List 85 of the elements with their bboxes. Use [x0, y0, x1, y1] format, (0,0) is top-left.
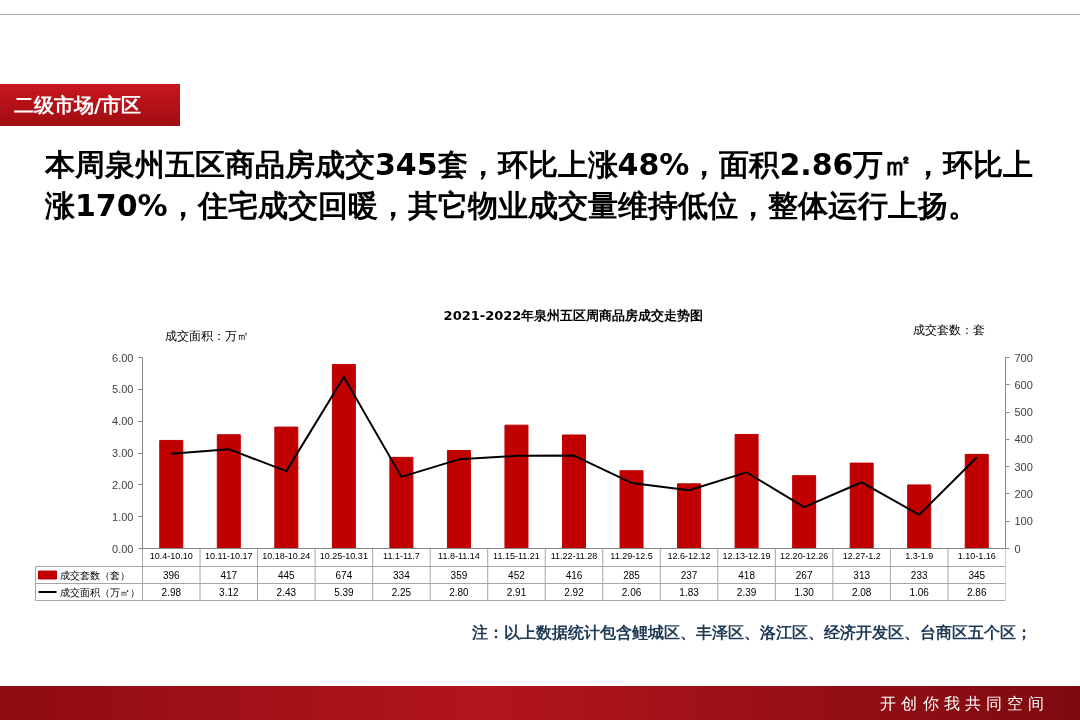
x-tick-label: 12.13-12.19	[722, 550, 771, 561]
data-label: 359	[450, 570, 468, 581]
data-label: 2.92	[564, 587, 585, 598]
data-label: 233	[910, 570, 928, 581]
bar	[389, 456, 414, 549]
y-tick-label: 1.00	[112, 510, 134, 523]
text: 本周泉州五区商品房成交345套，环比上涨48%，面积2.86万㎡，环比上涨170%，住宅成交回暖，其它物业成交量维持低位，整体运行上扬。	[45, 146, 1035, 225]
x-tick-label: 11.29-12.5	[610, 550, 653, 561]
x-tick-label: 10.4-10.10	[149, 550, 193, 561]
data-label: 2.86	[967, 587, 987, 598]
line-series	[170, 375, 978, 516]
data-label: 267	[795, 570, 813, 581]
legend-label: 成交套数（套）	[59, 569, 130, 581]
data-label: 416	[565, 570, 583, 581]
y2-tick-label: 600	[1014, 378, 1033, 391]
x-tick-label: 1.3-1.9	[905, 550, 934, 561]
data-label: 2.80	[449, 587, 470, 598]
y2-tick-label: 400	[1014, 433, 1033, 446]
y-tick-label: 0.00	[112, 542, 134, 555]
bar	[561, 434, 587, 549]
data-label: 313	[853, 570, 871, 581]
bar	[734, 433, 759, 549]
data-label: 2.08	[851, 587, 872, 598]
x-tick-label: 11.1-11.7	[383, 550, 420, 561]
text: 开 创 你 我 共 同 空 间	[880, 693, 1044, 715]
data-label: 345	[968, 570, 986, 581]
y-tick-label: 5.00	[112, 383, 134, 396]
x-tick-label: 11.8-11.14	[438, 550, 480, 561]
data-label: 445	[277, 570, 296, 581]
bar	[849, 462, 874, 549]
data-label: 2.91	[506, 587, 527, 598]
data-label: 2.43	[276, 587, 297, 598]
text: 注：以上数据统计包含鲤城区、丰泽区、洛江区、经济开发区、台商区五个区；	[472, 622, 1032, 644]
y2-tick-label: 500	[1014, 406, 1033, 419]
data-label: 334	[393, 570, 411, 581]
x-tick-label: 11.22-11.28	[550, 550, 598, 561]
data-label: 237	[680, 570, 698, 581]
y-tick-label: 3.00	[112, 447, 134, 459]
data-label: 1.06	[909, 587, 930, 598]
y-tick-label: 2.00	[112, 478, 134, 491]
data-label: 3.12	[219, 587, 239, 598]
data-label: 5.39	[334, 587, 355, 598]
bar	[907, 484, 932, 549]
y2-tick-label: 100	[1014, 515, 1033, 528]
y-axis-title: 成交面积：万㎡	[165, 328, 249, 345]
data-label: 285	[623, 570, 641, 581]
text: 二级市场/市区	[0, 84, 180, 126]
x-tick-label: 12.20-12.26	[780, 550, 829, 561]
data-label: 2.06	[621, 587, 642, 598]
data-label: 2.25	[391, 587, 412, 598]
data-label: 1.30	[794, 587, 815, 598]
x-tick-label: 12.27-1.2	[842, 550, 881, 561]
x-tick-label: 10.18-10.24	[262, 550, 311, 561]
data-label: 2.39	[736, 587, 757, 598]
x-tick-label: 11.15-11.21	[493, 550, 540, 561]
bar	[446, 450, 471, 549]
y2-tick-label: 200	[1014, 487, 1033, 500]
bar	[619, 470, 644, 549]
x-tick-label: 12.6-12.12	[667, 550, 711, 561]
y2-tick-label: 700	[1014, 351, 1033, 364]
y2-tick-label: 0	[1014, 542, 1021, 555]
bar	[331, 364, 356, 549]
data-label: 417	[220, 570, 238, 581]
x-tick-label: 10.25-10.31	[319, 550, 368, 561]
legend-label: 成交面积（万㎡）	[59, 586, 140, 598]
x-tick-label: 10.11-10.17	[205, 550, 253, 561]
chart-title: 2021-2022年泉州五区周商品房成交走势图	[443, 308, 704, 323]
bar	[677, 483, 702, 549]
bar	[792, 475, 817, 549]
data-label: 1.83	[679, 587, 700, 598]
y-tick-label: 6.00	[112, 351, 134, 364]
x-tick-label: 1.10-1.16	[957, 550, 996, 561]
y2-axis-title: 成交套数：套	[913, 322, 985, 339]
bar	[274, 426, 299, 549]
data-label: 396	[162, 570, 181, 581]
data-label: 418	[738, 570, 756, 581]
bar	[504, 424, 529, 549]
bar	[964, 453, 989, 549]
bar	[159, 439, 184, 549]
y-tick-label: 4.00	[112, 415, 134, 428]
data-label: 452	[508, 570, 526, 581]
data-label: 674	[335, 570, 353, 581]
bar	[216, 434, 241, 549]
y2-tick-label: 300	[1014, 460, 1033, 473]
data-label: 2.98	[161, 587, 182, 598]
